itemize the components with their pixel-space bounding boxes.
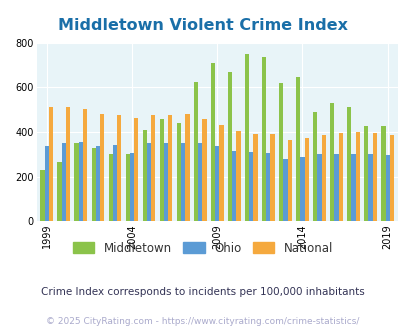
Bar: [261, 57, 266, 221]
Bar: [45, 147, 49, 221]
Bar: [300, 156, 304, 221]
Bar: [270, 134, 274, 221]
Bar: [351, 154, 355, 221]
Bar: [244, 54, 249, 221]
Legend: Middletown, Ohio, National: Middletown, Ohio, National: [68, 237, 337, 259]
Bar: [202, 118, 206, 221]
Bar: [312, 112, 317, 221]
Bar: [79, 142, 83, 221]
Bar: [287, 140, 291, 221]
Bar: [385, 155, 389, 221]
Bar: [96, 147, 100, 221]
Bar: [219, 125, 223, 221]
Bar: [236, 131, 240, 221]
Bar: [164, 143, 168, 221]
Text: Crime Index corresponds to incidents per 100,000 inhabitants: Crime Index corresponds to incidents per…: [41, 287, 364, 297]
Bar: [389, 135, 393, 221]
Bar: [278, 83, 283, 221]
Bar: [380, 126, 385, 221]
Bar: [113, 145, 117, 221]
Bar: [193, 82, 198, 221]
Bar: [372, 133, 376, 221]
Bar: [147, 143, 151, 221]
Bar: [108, 154, 113, 221]
Bar: [215, 147, 219, 221]
Bar: [125, 154, 130, 221]
Bar: [151, 115, 155, 221]
Bar: [159, 118, 164, 221]
Bar: [40, 170, 45, 221]
Bar: [266, 153, 270, 221]
Bar: [66, 108, 70, 221]
Bar: [334, 154, 338, 221]
Bar: [295, 78, 300, 221]
Bar: [198, 143, 202, 221]
Bar: [130, 153, 134, 221]
Bar: [176, 123, 181, 221]
Bar: [283, 159, 287, 221]
Text: © 2025 CityRating.com - https://www.cityrating.com/crime-statistics/: © 2025 CityRating.com - https://www.city…: [46, 317, 359, 326]
Bar: [168, 115, 172, 221]
Text: Middletown Violent Crime Index: Middletown Violent Crime Index: [58, 18, 347, 33]
Bar: [74, 143, 79, 221]
Bar: [185, 114, 189, 221]
Bar: [83, 109, 87, 221]
Bar: [91, 148, 96, 221]
Bar: [57, 162, 62, 221]
Bar: [355, 132, 359, 221]
Bar: [62, 143, 66, 221]
Bar: [253, 134, 257, 221]
Bar: [117, 115, 121, 221]
Bar: [100, 114, 104, 221]
Bar: [368, 154, 372, 221]
Bar: [304, 138, 308, 221]
Bar: [346, 108, 351, 221]
Bar: [363, 126, 368, 221]
Bar: [338, 133, 342, 221]
Bar: [181, 143, 185, 221]
Bar: [329, 103, 334, 221]
Bar: [142, 130, 147, 221]
Bar: [49, 108, 53, 221]
Bar: [317, 154, 321, 221]
Bar: [227, 72, 232, 221]
Bar: [134, 117, 138, 221]
Bar: [249, 152, 253, 221]
Bar: [321, 135, 325, 221]
Bar: [210, 63, 215, 221]
Bar: [232, 151, 236, 221]
